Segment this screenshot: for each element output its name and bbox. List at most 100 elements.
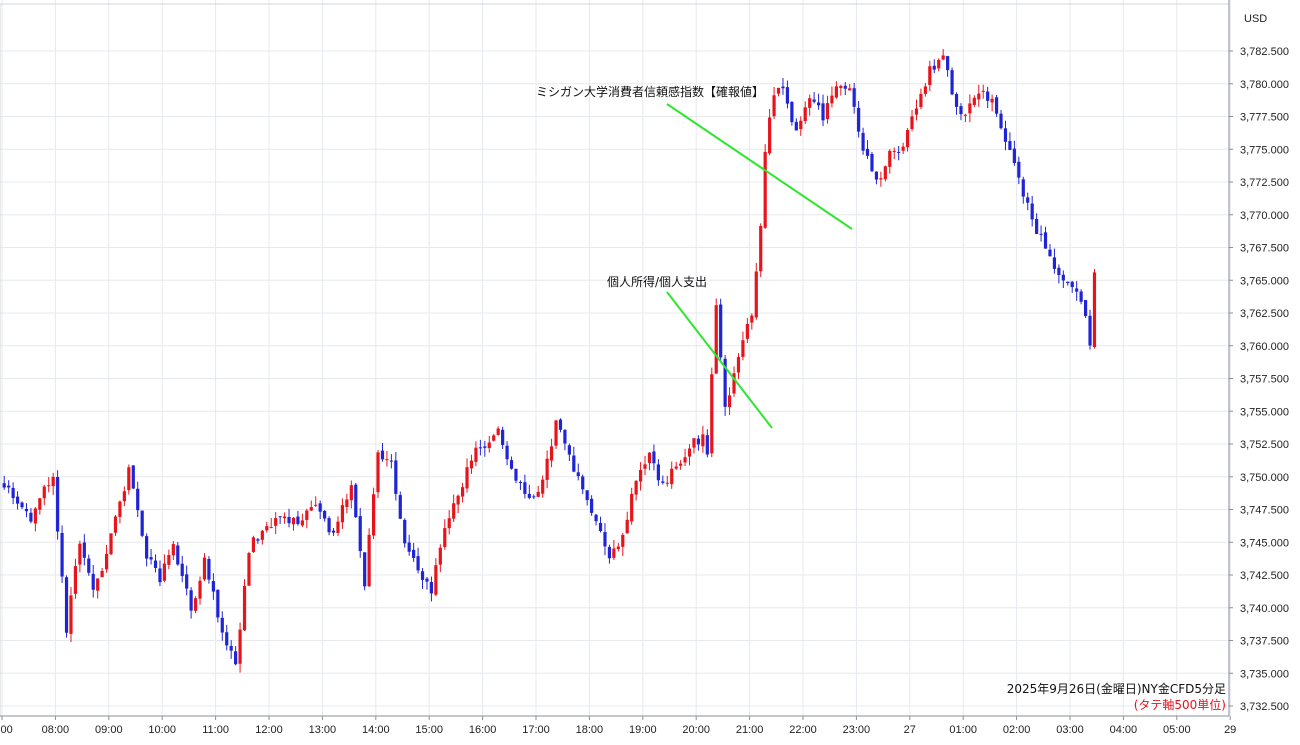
candle-body	[158, 568, 162, 583]
candle-body	[336, 521, 340, 533]
candle-body	[754, 271, 758, 318]
time-tick-label: 08:00	[42, 724, 70, 736]
candle-body	[790, 101, 794, 123]
candle-body	[879, 178, 883, 180]
grid	[0, 0, 1231, 716]
time-tick-label: 11:00	[202, 724, 229, 736]
candle-body	[977, 93, 981, 100]
candle-body	[803, 107, 807, 121]
time-tick-label: 18:00	[576, 724, 604, 736]
candle-body	[216, 589, 220, 618]
candle-body	[202, 557, 207, 580]
candle-body	[981, 90, 985, 92]
candle-body	[986, 91, 990, 101]
price-tick-label: 3,782.500	[1240, 46, 1289, 58]
candle-body	[69, 595, 73, 634]
candle-body	[429, 582, 434, 594]
candle-body	[1057, 267, 1061, 276]
price-tick-label: 3,772.500	[1240, 177, 1289, 189]
candle-body	[371, 494, 376, 536]
candle-body	[140, 510, 144, 536]
candle-body	[999, 113, 1003, 129]
candle-body	[638, 470, 643, 482]
candle-body	[251, 537, 256, 553]
candle-body	[870, 153, 874, 172]
candle-body	[91, 573, 95, 590]
candle-body	[621, 534, 625, 547]
candle-body	[492, 435, 496, 441]
candle-body	[727, 395, 732, 408]
price-tick-label: 3,767.500	[1240, 243, 1289, 255]
candle-body	[389, 460, 393, 462]
candle-body	[1035, 218, 1039, 234]
price-tick-label: 3,747.500	[1240, 505, 1289, 517]
candle-body	[799, 120, 803, 130]
price-tick-label: 3,742.500	[1240, 570, 1289, 582]
price-tick-label: 3,755.000	[1240, 406, 1289, 418]
candle-body	[1083, 300, 1088, 317]
candle-body	[425, 578, 429, 582]
price-tick-label: 3,732.500	[1240, 701, 1289, 713]
candle-body	[745, 323, 749, 339]
candle-body	[616, 546, 620, 550]
candle-body	[941, 55, 945, 60]
candle-body	[598, 522, 603, 531]
annotation-income-label: 個人所得/個人支出	[607, 274, 707, 289]
candle-body	[501, 429, 505, 445]
candle-body	[946, 56, 950, 71]
time-tick-label: 20:00	[682, 724, 710, 736]
candle-body	[416, 556, 420, 571]
price-tick-label: 3,757.500	[1240, 374, 1289, 386]
price-tick-label: 3,777.500	[1240, 112, 1289, 124]
candle-body	[29, 512, 33, 522]
candles	[2, 48, 1097, 673]
candle-body	[376, 452, 380, 493]
candle-body	[1012, 148, 1016, 164]
time-tick-label: 17:00	[522, 724, 550, 736]
candle-body	[830, 95, 834, 104]
candle-body	[1079, 291, 1083, 302]
candle-body	[296, 516, 300, 524]
candle-body	[874, 171, 879, 180]
candle-body	[1061, 274, 1065, 281]
candle-body	[545, 458, 549, 480]
candle-body	[750, 315, 754, 323]
candle-body	[225, 632, 229, 646]
candle-body	[741, 340, 745, 357]
candle-body	[763, 151, 767, 228]
candle-body	[412, 549, 416, 558]
candle-body	[496, 428, 500, 435]
candle-body	[532, 496, 536, 498]
price-axis: 3,732.500 3,735.000 3,737.500 3,740.000 3,74…	[1229, 46, 1289, 713]
candle-body	[723, 358, 727, 407]
candle-body	[478, 447, 482, 449]
time-tick-label: 14:00	[362, 724, 390, 736]
candle-body	[162, 563, 167, 581]
candle-body	[794, 121, 798, 131]
candle-body	[647, 452, 652, 464]
candle-body	[380, 450, 385, 460]
candle-body	[554, 420, 558, 446]
candle-body	[469, 460, 474, 469]
candle-body	[549, 446, 554, 461]
candle-body	[612, 548, 616, 558]
candle-body	[104, 553, 109, 570]
candle-body	[145, 536, 149, 559]
candle-body	[207, 559, 211, 580]
candle-body	[327, 518, 331, 533]
candle-body	[701, 434, 705, 447]
candle-body	[768, 117, 772, 154]
price-tick-label: 3,765.000	[1240, 275, 1289, 287]
candle-body	[242, 586, 247, 631]
candle-body	[198, 580, 202, 599]
time-tick-label: 12:00	[255, 724, 283, 736]
time-tick-label: 27	[904, 724, 916, 736]
candle-body	[679, 463, 683, 466]
candle-body	[505, 445, 509, 460]
candle-body	[1092, 272, 1097, 348]
time-tick-label: 02:00	[1003, 724, 1031, 736]
candle-body	[96, 578, 100, 591]
candle-body	[536, 491, 540, 497]
candle-body	[260, 530, 264, 540]
